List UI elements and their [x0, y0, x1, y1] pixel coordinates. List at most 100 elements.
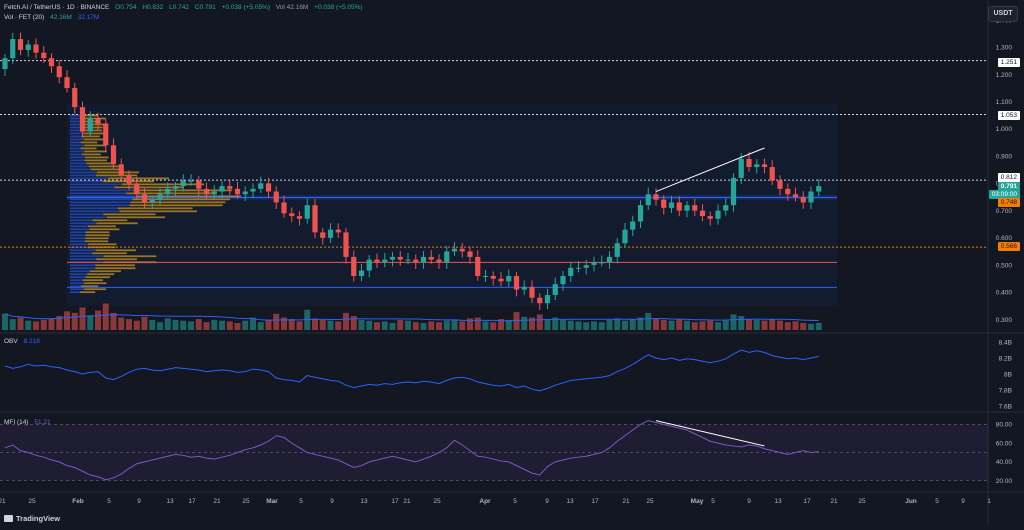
volume-bar [560, 319, 566, 330]
volume-profile-bar-blue [70, 267, 96, 270]
volume-bar [2, 313, 8, 330]
obv-axis-tick: 8B [1004, 371, 1012, 378]
candle-body [661, 199, 667, 208]
price-badge-0748: 0.748 [997, 198, 1020, 207]
ohlc-low: L0.742 [169, 4, 189, 11]
volume-bar [420, 323, 427, 330]
candle-body [800, 196, 806, 203]
volume-bar [436, 322, 442, 330]
candle-body [273, 191, 279, 203]
volume-bar [490, 322, 497, 330]
candle-body [482, 275, 489, 277]
candle-body [707, 216, 713, 219]
volume-profile-bar-blue [70, 282, 85, 285]
volume-profile-bar-gold [84, 237, 109, 240]
time-axis-tick: Jun [905, 498, 917, 505]
time-axis-tick: 17 [391, 498, 399, 505]
volume-bar [622, 320, 628, 330]
time-axis-tick: May [691, 498, 704, 505]
candle-body [134, 183, 140, 195]
volume-profile-bar-gold [96, 171, 139, 174]
volume-bar [211, 319, 218, 330]
candle-body [95, 118, 101, 124]
candle-body [451, 248, 458, 252]
volume-bar [157, 322, 163, 330]
obv-label[interactable]: OBV [4, 338, 18, 345]
volume-profile-bar-gold [88, 165, 119, 168]
price-badge-0812: 0.812 [997, 173, 1020, 182]
candle-body [165, 188, 171, 195]
time-axis-tick: 25 [646, 498, 654, 505]
time-axis-tick: 9 [330, 498, 334, 505]
candle-body [699, 210, 706, 217]
currency-button[interactable]: USDT [988, 6, 1018, 22]
candle-body [591, 262, 597, 266]
mfi-label[interactable]: MFI (14) [4, 419, 29, 426]
candle-body [281, 202, 287, 214]
candle-body [746, 158, 752, 168]
candle-body [79, 107, 86, 132]
volume-profile-bar-blue [70, 129, 83, 132]
volume-bar [118, 317, 125, 330]
volume-bar [521, 316, 528, 330]
candle-body [467, 251, 473, 257]
price-axis-tick: 0.900 [996, 153, 1013, 160]
candle-body [490, 275, 496, 279]
candle-body [389, 256, 396, 260]
time-axis-tick: 9 [137, 498, 141, 505]
volume-profile-bar-blue [70, 120, 82, 123]
candle-body [405, 259, 411, 261]
volume-bar [753, 319, 760, 330]
volume-bar [738, 316, 745, 330]
volume-bar [443, 320, 450, 330]
volume-ma-line [4, 313, 819, 322]
volume-bar [358, 319, 365, 330]
volume-bar [575, 321, 582, 330]
volume-bar [343, 312, 349, 330]
candle-body [420, 256, 427, 263]
candle-body [382, 259, 388, 263]
volume-profile-bar-gold [85, 276, 110, 279]
candle-body [428, 256, 434, 260]
volume-profile-bar-gold [103, 255, 157, 258]
volume-profile-bar-blue [70, 171, 97, 174]
vol-fet-value-1: 42.16M [50, 14, 72, 21]
ohlc-change: +0.038 (+5.05%) [221, 4, 271, 11]
volume-bar [281, 317, 287, 330]
volume-bar [319, 319, 326, 330]
volume-bar [250, 317, 256, 330]
candle-body [397, 256, 403, 260]
volume-profile-bar-gold [84, 282, 107, 285]
time-axis-tick: 5 [299, 498, 303, 505]
candle-body [715, 210, 721, 219]
candle-body [296, 216, 303, 219]
time-axis-tick: 5 [513, 498, 517, 505]
candle-body [769, 167, 775, 181]
volume-bar [234, 323, 241, 330]
volume-bar [567, 320, 574, 330]
volume-bar [33, 321, 39, 330]
candle-body [172, 186, 179, 189]
volume-profile-bar-gold [89, 270, 121, 273]
volume-profile-bar-blue [70, 114, 81, 117]
volume-profile-bar-gold [89, 228, 120, 231]
time-axis-tick: 13 [166, 498, 174, 505]
volume-profile-bar-gold [84, 150, 107, 153]
volume-profile-bar-blue [70, 279, 83, 282]
volume-profile-bar-gold [83, 138, 106, 141]
candle-body [141, 194, 148, 203]
last-price-badge: 0.791 [997, 182, 1020, 191]
volume-bar [242, 320, 249, 330]
time-axis-tick: 9 [961, 498, 965, 505]
volume-profile-bar-gold [87, 225, 116, 228]
volume-bar [815, 323, 822, 330]
candle-body [242, 191, 248, 195]
tradingview-logo[interactable]: TradingView [4, 514, 60, 523]
volume-profile-bar-blue [70, 144, 85, 147]
volume-profile-bar-gold [81, 153, 101, 156]
volume-profile-bar-blue [70, 216, 107, 219]
symbol-title[interactable]: Fetch.AI / TetherUS · 1D · BINANCE [4, 4, 110, 11]
vol-fet-label[interactable]: Vol · FET (20) [4, 14, 45, 21]
